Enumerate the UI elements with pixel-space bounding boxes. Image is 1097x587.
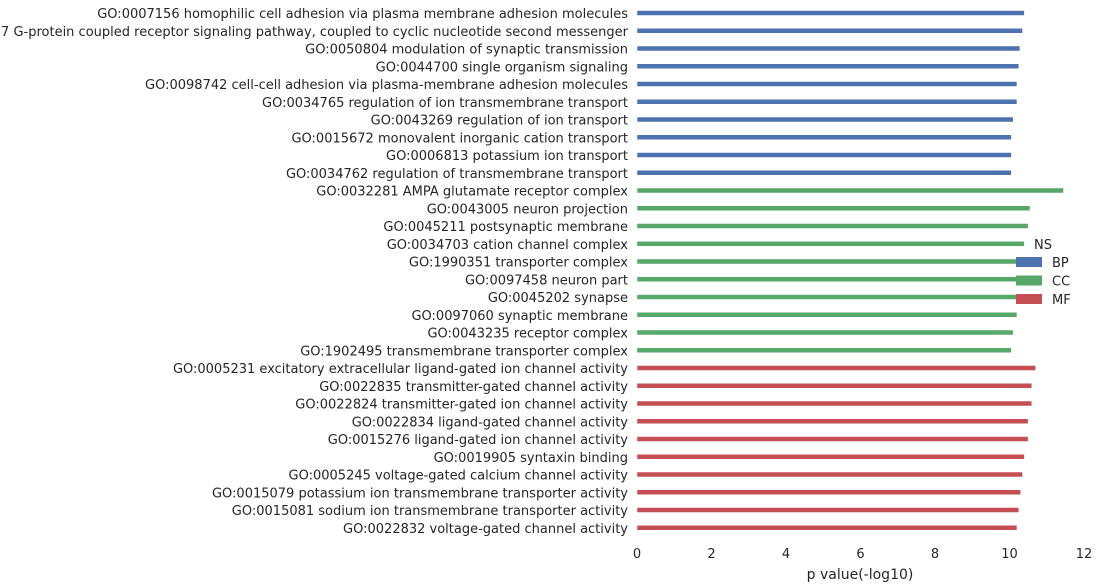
bar-mf-29 xyxy=(636,525,1018,531)
category-label: GO:0015672 monovalent inorganic cation t… xyxy=(291,131,628,146)
bar-mf-24 xyxy=(636,436,1029,442)
category-label: GO:0098742 cell-cell adhesion via plasma… xyxy=(145,78,628,93)
x-tick-label: 2 xyxy=(707,547,715,562)
bar-mf-28 xyxy=(636,507,1020,513)
bar-bp-5 xyxy=(636,99,1018,105)
category-label: GO:0043235 receptor complex xyxy=(427,327,628,342)
bar-cc-12 xyxy=(636,223,1029,229)
category-labels: GO:0007156 homophilic cell adhesion via … xyxy=(0,7,629,537)
x-tick-label: 12 xyxy=(1076,547,1093,562)
legend-label-cc: CC xyxy=(1052,275,1070,290)
category-label: GO:0045202 synapse xyxy=(488,291,628,306)
category-label: GO:0022824 transmitter-gated ion channel… xyxy=(295,398,628,413)
x-axis: 0 2 4 6 8 10 12 xyxy=(633,547,1092,562)
category-label: GO:0022835 transmitter-gated channel act… xyxy=(319,380,628,395)
x-tick-label: 4 xyxy=(782,547,790,562)
category-label: GO:0019905 syntaxin binding xyxy=(434,451,628,466)
category-label: GO:0044700 single organism signaling xyxy=(376,60,628,75)
bars-layer xyxy=(636,10,1064,531)
x-axis-title: p value(-log10) xyxy=(807,567,914,583)
x-tick-label: 6 xyxy=(856,547,864,562)
category-label: GO:0015079 potassium ion transmembrane t… xyxy=(212,486,628,501)
bar-bp-4 xyxy=(636,81,1018,87)
category-label: GO:0032281 AMPA glutamate receptor compl… xyxy=(316,185,628,200)
category-label: GO:0015276 ligand-gated ion channel acti… xyxy=(328,433,629,448)
bar-mf-23 xyxy=(636,418,1029,424)
x-tick-label: 10 xyxy=(1001,547,1018,562)
category-label: GO:0005245 voltage-gated calcium channel… xyxy=(289,469,629,484)
bar-bp-7 xyxy=(636,134,1012,140)
category-label: GO:0034703 cation channel complex xyxy=(387,238,629,253)
category-label: GO:0045211 postsynaptic membrane xyxy=(383,220,628,235)
bar-cc-19 xyxy=(636,347,1012,353)
bar-cc-14 xyxy=(636,258,1021,265)
legend-title: NS xyxy=(1034,238,1052,253)
bar-cc-17 xyxy=(636,312,1018,318)
bar-bp-1 xyxy=(636,28,1023,34)
bar-bp-8 xyxy=(636,152,1012,158)
bar-bp-6 xyxy=(636,116,1014,123)
bar-mf-26 xyxy=(636,471,1023,478)
category-label: GO:0097458 neuron part xyxy=(465,273,628,288)
category-label: GO:0006813 potassium ion transport xyxy=(386,149,628,164)
bar-mf-20 xyxy=(636,365,1036,371)
bar-mf-22 xyxy=(636,400,1033,407)
bar-cc-10 xyxy=(636,187,1064,194)
bar-cc-15 xyxy=(636,276,1020,282)
bar-cc-16 xyxy=(636,294,1020,300)
category-label: GO:0097060 synaptic membrane xyxy=(411,309,628,324)
legend-label-mf: MF xyxy=(1052,293,1071,308)
x-tick-label: 8 xyxy=(931,547,939,562)
bar-bp-3 xyxy=(636,63,1020,69)
bar-cc-18 xyxy=(636,329,1014,336)
bar-mf-27 xyxy=(636,489,1021,495)
category-label: GO:0007187 G-protein coupled receptor si… xyxy=(0,25,629,40)
x-tick-label: 0 xyxy=(633,547,641,562)
category-label: GO:0043005 neuron projection xyxy=(427,202,628,217)
category-label: GO:0005231 excitatory extracellular liga… xyxy=(173,362,628,377)
category-label: GO:1990351 transporter complex xyxy=(409,256,628,271)
category-label: GO:0007156 homophilic cell adhesion via … xyxy=(97,7,628,22)
bar-cc-13 xyxy=(636,241,1025,247)
legend-label-bp: BP xyxy=(1052,256,1069,271)
bar-cc-11 xyxy=(636,205,1031,211)
category-label: GO:1902495 transmembrane transporter com… xyxy=(300,344,628,359)
bar-bp-0 xyxy=(636,10,1025,16)
category-label: GO:0022832 voltage-gated channel activit… xyxy=(343,522,628,537)
legend-swatch-bp xyxy=(1016,257,1042,267)
category-label: GO:0050804 modulation of synaptic transm… xyxy=(305,43,628,58)
legend-swatch-mf xyxy=(1016,294,1042,304)
legend-swatch-cc xyxy=(1016,275,1042,286)
category-label: GO:0034762 regulation of transmembrane t… xyxy=(286,167,628,182)
category-label: GO:0043269 regulation of ion transport xyxy=(371,114,628,129)
category-label: GO:0015081 sodium ion transmembrane tran… xyxy=(232,504,628,519)
bar-bp-9 xyxy=(636,170,1012,176)
bar-mf-21 xyxy=(636,383,1033,389)
bar-bp-2 xyxy=(636,45,1021,52)
bar-mf-25 xyxy=(636,454,1025,460)
category-label: GO:0022834 ligand-gated channel activity xyxy=(352,415,629,430)
category-label: GO:0034765 regulation of ion transmembra… xyxy=(262,96,628,111)
